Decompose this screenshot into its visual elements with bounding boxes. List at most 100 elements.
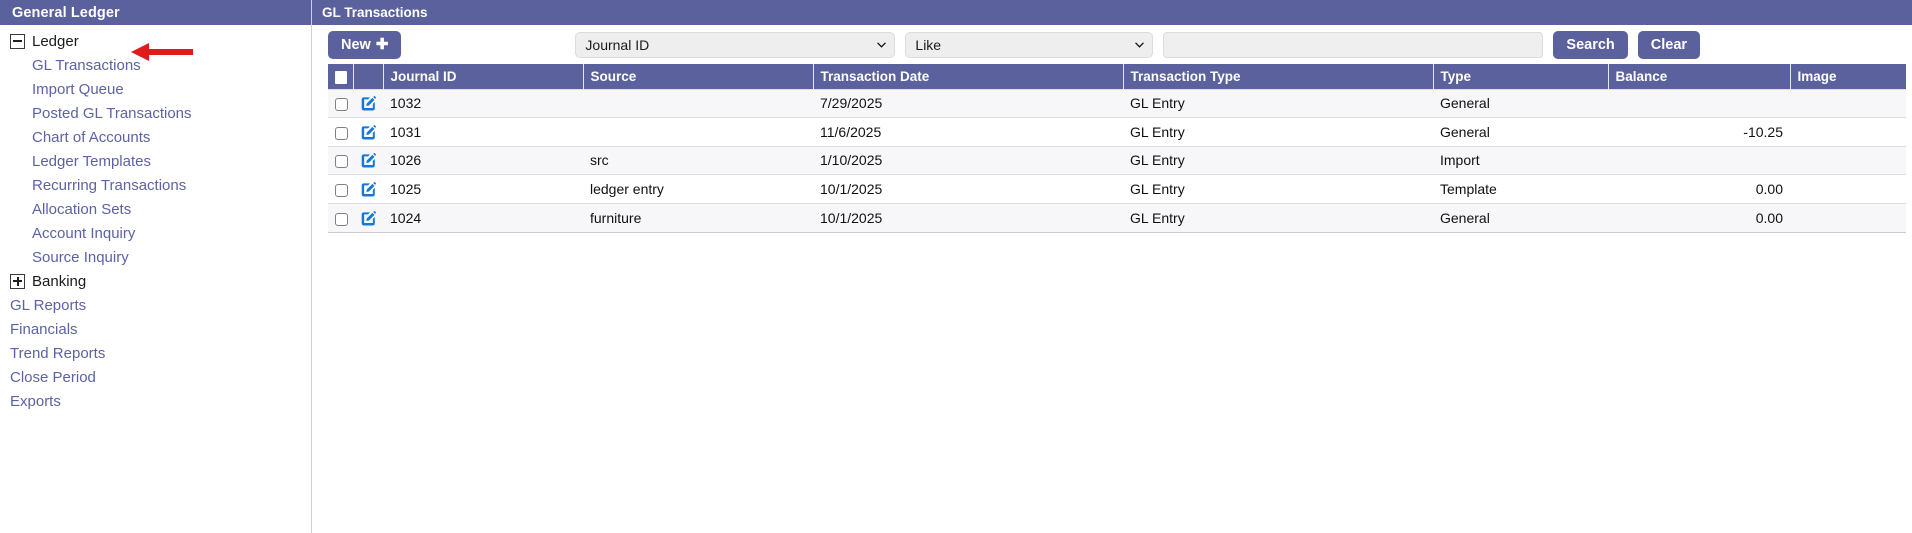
sidebar-item-import-queue[interactable]: Import Queue: [0, 77, 311, 101]
clear-button[interactable]: Clear: [1637, 30, 1701, 59]
sidebar-item-label[interactable]: Account Inquiry: [32, 224, 136, 242]
column-header-image[interactable]: Image: [1789, 64, 1906, 89]
column-header-balance[interactable]: Balance: [1607, 64, 1791, 89]
search-operator-select[interactable]: Like: [905, 31, 1154, 58]
cell-source: furniture: [583, 202, 813, 232]
plus-icon[interactable]: [10, 273, 25, 289]
row-edit-cell[interactable]: [353, 174, 383, 204]
row-select-cell[interactable]: [328, 174, 353, 204]
sidebar-item-source-inquiry[interactable]: Source Inquiry: [0, 245, 311, 269]
table-body: 1032 7/29/2025 GL Entry General 1031 11/6/202…: [328, 88, 1906, 232]
search-button-label: Search: [1566, 36, 1615, 53]
row-select-cell[interactable]: [328, 117, 353, 147]
edit-pencil-square-icon[interactable]: [360, 210, 377, 227]
sidebar-item-label[interactable]: Posted GL Transactions: [32, 104, 192, 122]
row-edit-cell[interactable]: [353, 117, 383, 147]
cell-transaction-type: GL Entry: [1123, 117, 1433, 147]
cell-image: [1790, 145, 1906, 175]
row-checkbox[interactable]: [335, 183, 348, 197]
sidebar-item-label[interactable]: Trend Reports: [10, 344, 106, 362]
main-header: GL Transactions: [312, 0, 1912, 25]
table-row[interactable]: 1024 furniture 10/1/2025 GL Entry General 0.0…: [328, 202, 1906, 232]
row-checkbox[interactable]: [335, 155, 348, 169]
row-checkbox[interactable]: [335, 98, 348, 112]
cell-source: [583, 88, 813, 118]
row-select-cell[interactable]: [328, 88, 353, 118]
sidebar-item-label[interactable]: Financials: [10, 320, 78, 338]
cell-transaction-date: 10/1/2025: [813, 174, 1123, 204]
sidebar-item-label[interactable]: GL Transactions: [32, 56, 141, 74]
operator-select-wrap: Like: [905, 31, 1154, 58]
row-select-cell[interactable]: [328, 145, 353, 175]
row-select-cell[interactable]: [328, 202, 353, 232]
sidebar-item-gl-reports[interactable]: GL Reports: [0, 293, 311, 317]
cell-source: src: [583, 145, 813, 175]
edit-pencil-square-icon[interactable]: [360, 181, 377, 198]
sidebar-item-label[interactable]: Recurring Transactions: [32, 176, 187, 194]
sidebar-item-chart-of-accounts[interactable]: Chart of Accounts: [0, 125, 311, 149]
sidebar-group-label: Ledger: [32, 32, 79, 50]
sidebar-item-close-period[interactable]: Close Period: [0, 365, 311, 389]
main-panel: GL Transactions New ✚ Journal ID Like: [312, 0, 1912, 533]
row-checkbox[interactable]: [335, 126, 348, 140]
column-header-transaction-date[interactable]: Transaction Date: [812, 64, 1124, 89]
sidebar-item-posted-gl-transactions[interactable]: Posted GL Transactions: [0, 101, 311, 125]
clear-button-label: Clear: [1650, 36, 1688, 53]
cell-transaction-type: GL Entry: [1123, 174, 1433, 204]
row-edit-cell[interactable]: [353, 88, 383, 118]
column-header-source[interactable]: Source: [582, 64, 814, 89]
cell-transaction-type: GL Entry: [1123, 202, 1433, 232]
table-row[interactable]: 1032 7/29/2025 GL Entry General: [328, 88, 1906, 118]
cell-journal-id: 1026: [383, 145, 583, 175]
edit-pencil-square-icon[interactable]: [360, 124, 377, 141]
cell-transaction-date: 1/10/2025: [813, 145, 1123, 175]
cell-transaction-date: 7/29/2025: [813, 88, 1123, 118]
search-button[interactable]: Search: [1553, 30, 1628, 59]
sidebar-item-label[interactable]: Chart of Accounts: [32, 128, 151, 146]
sidebar-item-recurring-transactions[interactable]: Recurring Transactions: [0, 173, 311, 197]
cell-balance: -10.25: [1608, 117, 1790, 147]
sidebar-group-label: Banking: [32, 272, 87, 290]
edit-pencil-square-icon[interactable]: [360, 152, 377, 169]
table-row[interactable]: 1026 src 1/10/2025 GL Entry Import: [328, 145, 1906, 175]
column-header-type[interactable]: Type: [1432, 64, 1609, 89]
column-header-select-all[interactable]: [328, 64, 354, 89]
sidebar-item-financials[interactable]: Financials: [0, 317, 311, 341]
edit-pencil-square-icon[interactable]: [360, 95, 377, 112]
page-title: GL Transactions: [322, 5, 428, 20]
sidebar-group-banking[interactable]: Banking: [0, 269, 311, 293]
field-select-wrap: Journal ID: [575, 31, 896, 58]
sidebar: General Ledger Ledger GL Transactions Impo…: [0, 0, 312, 533]
cell-source: ledger entry: [583, 174, 813, 204]
search-input[interactable]: [1163, 31, 1544, 58]
cell-transaction-type: GL Entry: [1123, 88, 1433, 118]
sidebar-item-label[interactable]: Allocation Sets: [32, 200, 132, 218]
sidebar-item-exports[interactable]: Exports: [0, 389, 311, 413]
sidebar-item-account-inquiry[interactable]: Account Inquiry: [0, 221, 311, 245]
search-field-select[interactable]: Journal ID: [575, 31, 896, 58]
row-edit-cell[interactable]: [353, 202, 383, 232]
column-header-edit: [352, 64, 384, 89]
select-all-checkbox[interactable]: [335, 70, 347, 84]
row-checkbox[interactable]: [335, 212, 348, 226]
sidebar-item-label[interactable]: Ledger Templates: [32, 152, 151, 170]
sidebar-item-ledger-templates[interactable]: Ledger Templates: [0, 149, 311, 173]
row-edit-cell[interactable]: [353, 145, 383, 175]
new-button[interactable]: New ✚: [328, 30, 402, 59]
column-header-journal-id[interactable]: Journal ID: [382, 64, 584, 89]
table-row[interactable]: 1025 ledger entry 10/1/2025 GL Entry Templat…: [328, 174, 1906, 204]
sidebar-item-trend-reports[interactable]: Trend Reports: [0, 341, 311, 365]
column-header-transaction-type[interactable]: Transaction Type: [1122, 64, 1434, 89]
sidebar-item-label[interactable]: Exports: [10, 392, 61, 410]
sidebar-item-gl-transactions[interactable]: GL Transactions: [0, 53, 311, 77]
sidebar-item-label[interactable]: Source Inquiry: [32, 248, 129, 266]
cell-image: [1790, 117, 1906, 147]
sidebar-item-label[interactable]: Close Period: [10, 368, 96, 386]
sidebar-item-allocation-sets[interactable]: Allocation Sets: [0, 197, 311, 221]
sidebar-item-label[interactable]: Import Queue: [32, 80, 124, 98]
cell-balance: [1608, 88, 1790, 118]
sidebar-item-label[interactable]: GL Reports: [10, 296, 87, 314]
minus-icon[interactable]: [10, 33, 25, 49]
table-row[interactable]: 1031 11/6/2025 GL Entry General -10.25: [328, 117, 1906, 147]
sidebar-group-ledger[interactable]: Ledger: [0, 29, 311, 53]
